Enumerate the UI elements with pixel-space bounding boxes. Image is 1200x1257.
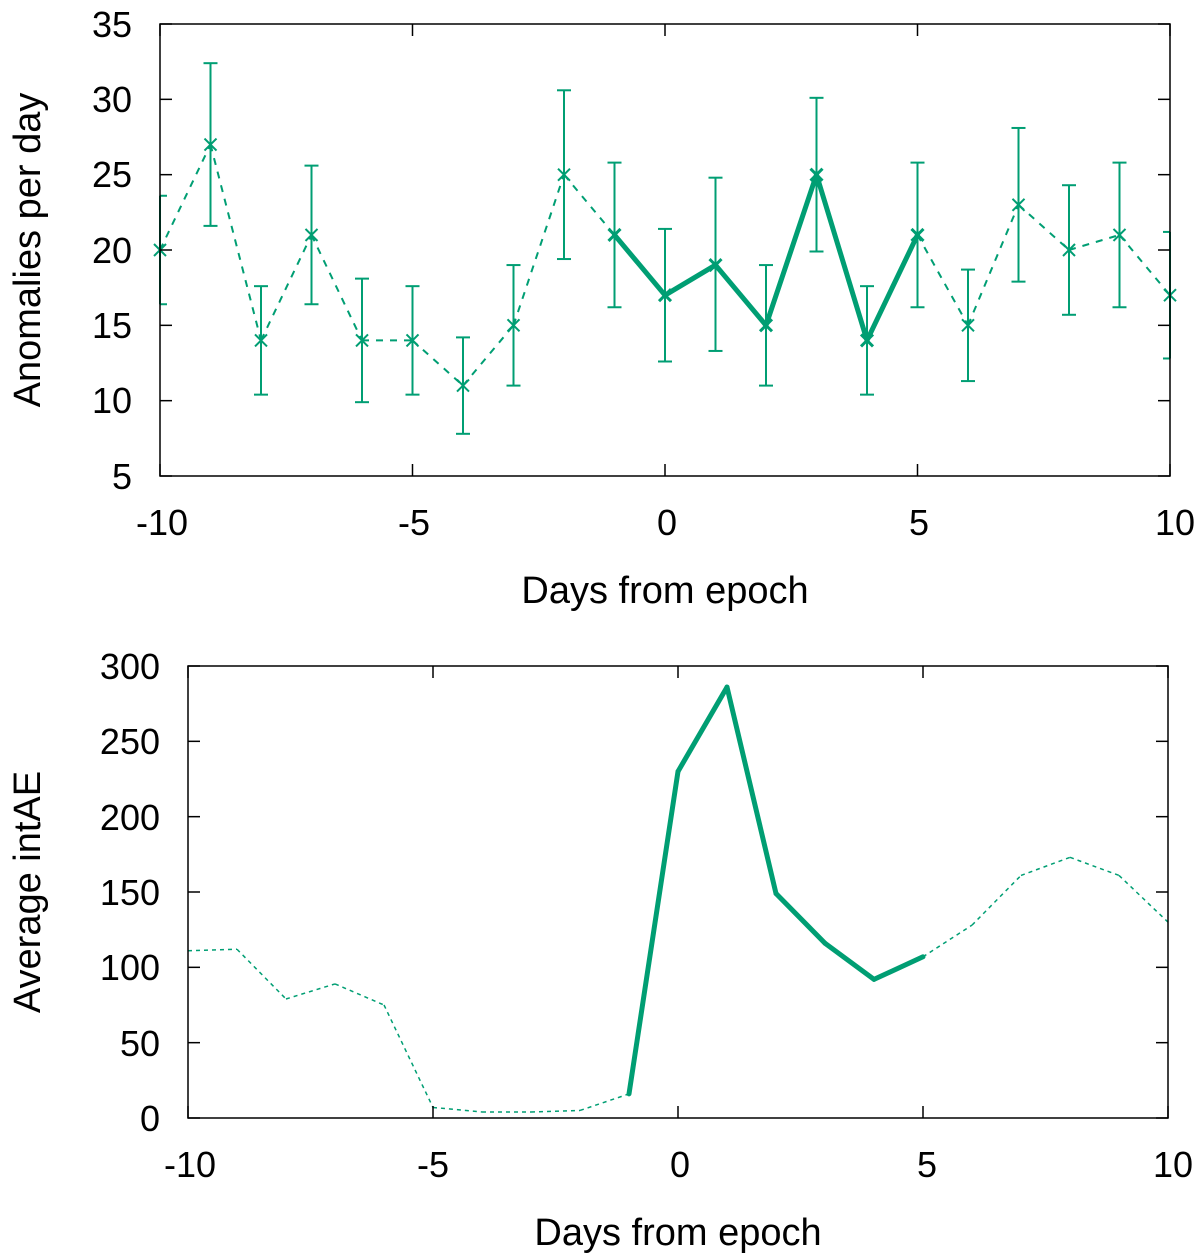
data-point-marker (708, 258, 723, 273)
y-tick-label: 100 (100, 947, 160, 988)
data-point-marker (657, 288, 673, 303)
context-line-segment (209, 144, 262, 341)
y-tick-label: 200 (100, 797, 160, 838)
data-point-marker (961, 318, 975, 333)
data-point-marker (355, 333, 369, 348)
context-line-segment (512, 174, 565, 326)
context-line-segment (1069, 856, 1120, 877)
x-tick-label: 0 (657, 502, 677, 543)
data-point-marker (859, 333, 875, 348)
x-tick-label: -5 (398, 502, 430, 543)
data-point-marker (607, 227, 622, 242)
intae-series-marks (187, 684, 1169, 1113)
highlight-line-segment (773, 891, 828, 946)
context-line-segment (285, 983, 336, 1000)
highlight-line-segment (612, 232, 668, 298)
y-tick-label: 300 (100, 646, 160, 687)
y-tick-label: 5 (112, 456, 132, 497)
context-line-segment (563, 174, 616, 236)
intae-plot-frame (187, 665, 1169, 1119)
anomalies-tick-marks (159, 23, 1171, 477)
context-line-segment (1068, 233, 1120, 251)
data-point-marker (456, 378, 470, 393)
anomalies-series-marks (153, 62, 1177, 435)
anomalies-x-tick-labels: -10 -5 0 5 10 (136, 502, 1195, 543)
y-tick-label: 10 (92, 380, 132, 421)
y-tick-label: 25 (92, 154, 132, 195)
context-line-segment (967, 204, 1020, 326)
context-line-segment (1017, 204, 1070, 251)
context-line-segment (411, 339, 464, 387)
anomalies-chart: 5 10 15 20 25 30 35 -10 -5 0 5 10 Days f… (7, 4, 1195, 612)
x-tick-label: 0 (670, 1144, 690, 1185)
y-tick-label: 35 (92, 4, 132, 45)
y-tick-label: 150 (100, 872, 160, 913)
x-tick-label: 10 (1153, 1144, 1193, 1185)
intae-y-tick-labels: 0 50 100 150 200 250 300 (100, 646, 160, 1139)
context-line-segment (1118, 234, 1171, 296)
intae-x-axis-title: Days from epoch (534, 1212, 821, 1254)
data-point-marker (254, 333, 268, 348)
highlight-line-segment (871, 954, 926, 982)
context-line-segment (1020, 856, 1071, 877)
context-line-segment (462, 324, 515, 387)
y-tick-label: 250 (100, 721, 160, 762)
data-point-marker (506, 318, 521, 333)
intae-chart: 0 50 100 150 200 250 300 -10 -5 0 5 10 D… (7, 646, 1193, 1254)
context-line-segment (383, 1004, 434, 1108)
context-line-segment (1118, 874, 1169, 923)
context-line-segment (159, 144, 212, 251)
context-line-segment (530, 1109, 581, 1113)
context-line-segment (971, 874, 1022, 926)
highlight-line-segment (864, 232, 920, 343)
data-point-marker (557, 167, 571, 182)
data-point-marker (203, 137, 218, 152)
data-point-marker (405, 333, 420, 348)
context-line-segment (236, 948, 287, 1000)
y-tick-label: 0 (140, 1098, 160, 1139)
data-point-marker (910, 227, 925, 242)
context-line-segment (922, 924, 973, 958)
x-tick-label: 5 (909, 502, 929, 543)
x-tick-label: -5 (417, 1144, 449, 1185)
context-line-segment (432, 1106, 483, 1113)
anomalies-x-axis-title: Days from epoch (521, 570, 808, 612)
data-point-marker (304, 228, 319, 242)
context-line-segment (334, 983, 385, 1006)
intae-y-axis-title: Average intAE (7, 771, 49, 1013)
highlight-line-segment (662, 262, 718, 298)
x-tick-label: 5 (917, 1144, 937, 1185)
highlight-line-segment (814, 172, 870, 343)
x-tick-label: -10 (164, 1144, 216, 1185)
intae-x-tick-labels: -10 -5 0 5 10 (164, 1144, 1193, 1185)
y-tick-label: 30 (92, 79, 132, 120)
data-point-marker (758, 318, 774, 333)
data-point-marker (809, 167, 824, 182)
context-line-segment (310, 234, 363, 341)
x-tick-label: -10 (136, 502, 188, 543)
highlight-line-segment (724, 684, 779, 897)
context-line-segment (187, 948, 238, 952)
data-point-marker (1062, 243, 1076, 257)
highlight-line-segment (675, 684, 730, 774)
anomalies-y-axis-title: Anomalies per day (7, 93, 49, 408)
highlight-line-segment (713, 262, 769, 328)
y-tick-label: 50 (120, 1023, 160, 1064)
x-tick-label: 10 (1155, 502, 1195, 543)
context-line-segment (579, 1093, 630, 1112)
anomalies-y-tick-labels: 5 10 15 20 25 30 35 (92, 4, 132, 497)
y-tick-label: 20 (92, 230, 132, 271)
data-point-marker (1011, 198, 1026, 212)
highlight-line-segment (822, 940, 877, 982)
data-point-marker (1112, 228, 1127, 242)
context-line-segment (916, 234, 969, 326)
highlight-line-segment (763, 172, 819, 328)
highlight-line-segment (626, 768, 681, 1097)
intae-tick-marks (187, 665, 1169, 1119)
context-line-segment (260, 234, 313, 341)
y-tick-label: 15 (92, 305, 132, 346)
